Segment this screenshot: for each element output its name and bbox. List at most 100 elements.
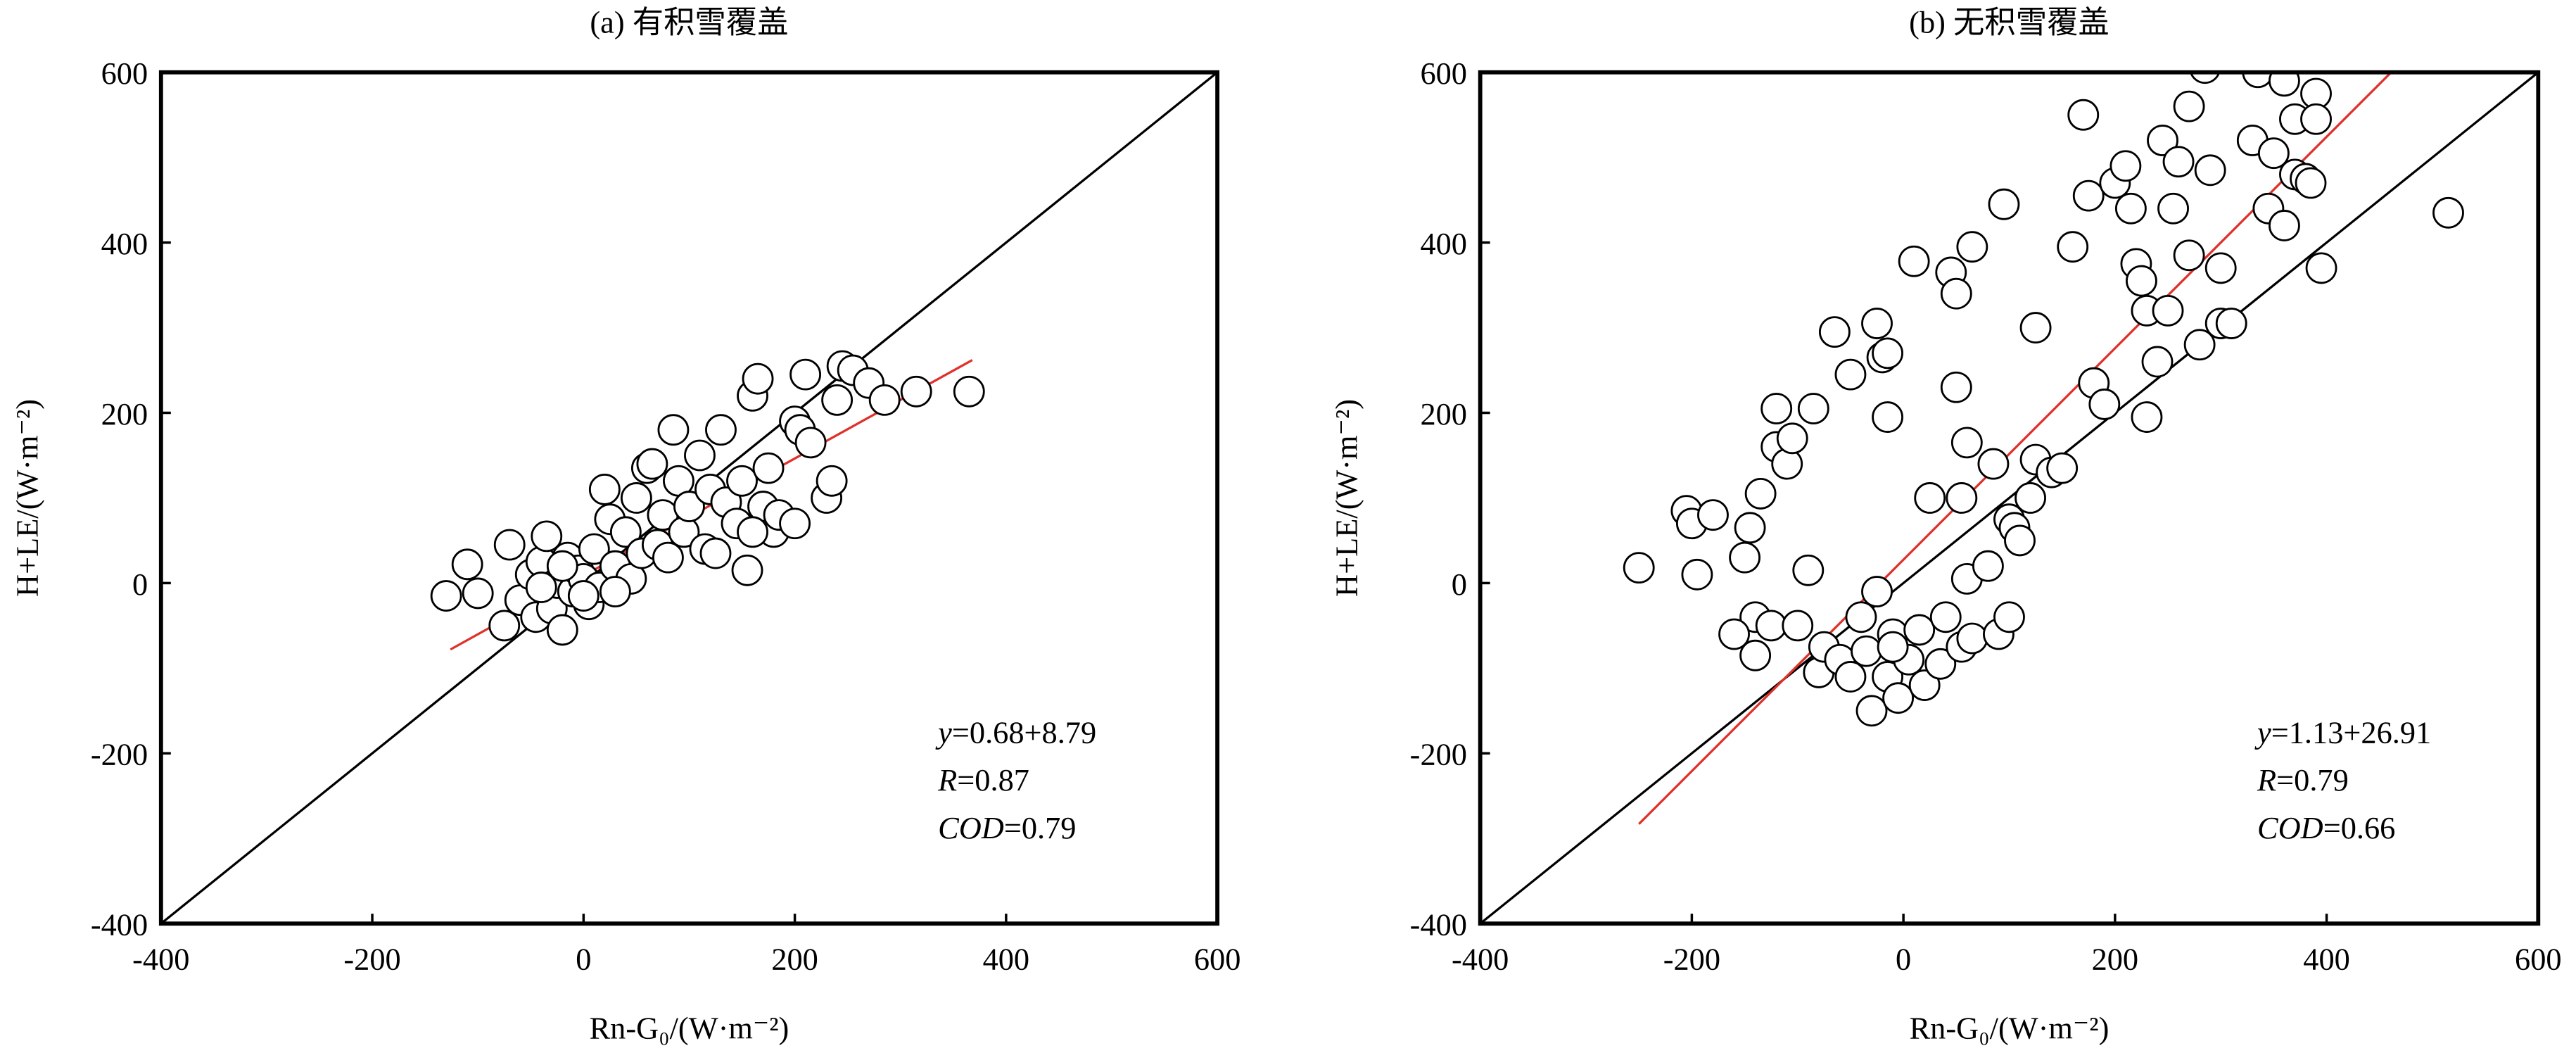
reference-line bbox=[1480, 72, 2539, 924]
point bbox=[816, 465, 848, 497]
point bbox=[2269, 72, 2300, 97]
point bbox=[1845, 601, 1877, 633]
annotation: COD=0.66 bbox=[2257, 810, 2395, 845]
x-tick-label: -200 bbox=[343, 942, 400, 977]
point bbox=[1908, 669, 1941, 701]
x-axis-label: Rn-G₀/(W·m⁻²) bbox=[1910, 1011, 2109, 1046]
point bbox=[488, 610, 521, 642]
point bbox=[2162, 146, 2195, 178]
point bbox=[1940, 277, 1972, 310]
point bbox=[705, 414, 737, 446]
point bbox=[1872, 337, 1903, 370]
point bbox=[2088, 389, 2121, 420]
point bbox=[2190, 72, 2221, 84]
chart-title: (b) 无积雪覆盖 bbox=[1909, 5, 2109, 40]
point bbox=[430, 580, 462, 612]
point bbox=[699, 537, 732, 569]
point bbox=[1834, 358, 1867, 391]
x-tick-label: 200 bbox=[2092, 942, 2139, 977]
point bbox=[462, 577, 494, 610]
point bbox=[1797, 393, 1829, 424]
point bbox=[731, 554, 763, 586]
point bbox=[2157, 192, 2189, 225]
point bbox=[2015, 482, 2046, 514]
x-tick-label: -400 bbox=[132, 942, 189, 977]
point bbox=[2072, 179, 2105, 212]
point bbox=[2194, 154, 2226, 187]
point bbox=[1924, 648, 1957, 680]
point bbox=[525, 572, 557, 603]
point bbox=[2004, 524, 2036, 557]
point bbox=[821, 384, 854, 416]
point bbox=[1988, 188, 2020, 220]
y-tick-label: 600 bbox=[1420, 56, 1467, 91]
point bbox=[451, 548, 483, 581]
x-tick-label: 400 bbox=[2303, 942, 2350, 977]
y-tick-label: 200 bbox=[101, 396, 148, 431]
y-tick-label: 0 bbox=[1452, 567, 1467, 602]
chart-title: (a) 有积雪覆盖 bbox=[590, 5, 788, 40]
point bbox=[1956, 622, 1988, 655]
x-tick-label: 0 bbox=[576, 942, 591, 977]
point bbox=[1882, 682, 1915, 714]
point bbox=[567, 580, 599, 612]
point bbox=[726, 465, 758, 497]
point bbox=[1744, 478, 1777, 510]
point bbox=[657, 414, 690, 446]
point bbox=[1877, 631, 1909, 663]
point bbox=[1855, 695, 1888, 727]
point bbox=[493, 529, 526, 561]
point bbox=[2152, 294, 2184, 327]
point bbox=[1729, 541, 1760, 574]
point bbox=[588, 473, 621, 505]
point bbox=[1861, 308, 1893, 339]
point bbox=[868, 384, 901, 416]
point bbox=[1872, 401, 1903, 433]
x-tick-label: -400 bbox=[1452, 942, 1509, 977]
point bbox=[2204, 252, 2237, 284]
point bbox=[599, 576, 631, 607]
point bbox=[620, 482, 652, 514]
point bbox=[1898, 245, 1930, 277]
point bbox=[2019, 312, 2052, 343]
point bbox=[2300, 103, 2332, 135]
point bbox=[1718, 618, 1750, 650]
point bbox=[1755, 610, 1787, 642]
point bbox=[2109, 150, 2142, 182]
annotation: R=0.87 bbox=[937, 762, 1029, 797]
y-tick-label: 600 bbox=[101, 56, 148, 91]
point bbox=[1697, 499, 1729, 531]
x-tick-label: 600 bbox=[1194, 942, 1241, 977]
point bbox=[1771, 448, 1803, 480]
plot-frame bbox=[1478, 70, 2541, 926]
point bbox=[2173, 239, 2205, 272]
point bbox=[2147, 125, 2178, 156]
point bbox=[1623, 552, 1655, 584]
point bbox=[2046, 452, 2079, 484]
plot-area bbox=[160, 72, 1218, 924]
point bbox=[1950, 427, 1983, 459]
point bbox=[737, 516, 768, 548]
point bbox=[2067, 99, 2100, 131]
y-axis-label: H+LE/(W·m⁻²) bbox=[1329, 399, 1364, 597]
point bbox=[752, 452, 785, 484]
point bbox=[2141, 346, 2174, 378]
point bbox=[1993, 601, 2025, 633]
point bbox=[1977, 448, 2010, 480]
point bbox=[1681, 558, 1713, 591]
x-tick-label: 600 bbox=[2515, 942, 2562, 977]
x-tick-label: 200 bbox=[771, 942, 818, 977]
plot-frame bbox=[158, 70, 1220, 926]
point bbox=[2242, 72, 2274, 89]
point bbox=[1792, 554, 1825, 586]
point bbox=[779, 507, 811, 540]
point bbox=[1776, 422, 1808, 455]
point bbox=[1972, 550, 2004, 582]
y-tick-label: 400 bbox=[101, 226, 148, 261]
point bbox=[636, 448, 668, 480]
point bbox=[578, 533, 610, 565]
chart-panel: (a) 有积雪覆盖 -400 -200 0 200 400 600 -400 -200 0 200 4… bbox=[10, 5, 1241, 1046]
y-tick-label: 400 bbox=[1420, 226, 1467, 261]
annotation: R=0.79 bbox=[2257, 762, 2349, 797]
